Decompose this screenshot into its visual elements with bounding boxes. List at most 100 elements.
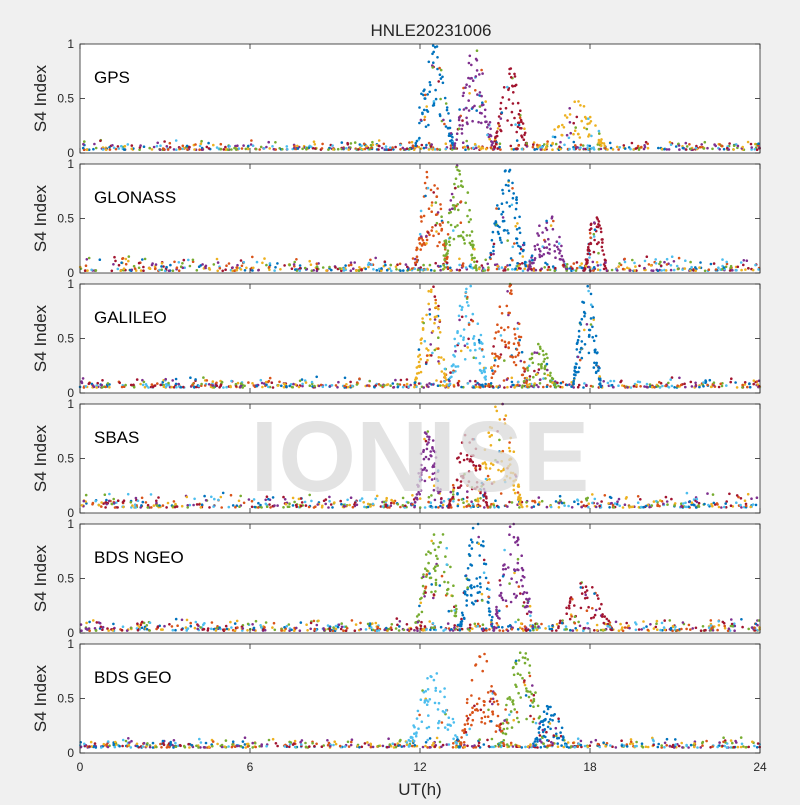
data-point bbox=[429, 343, 432, 346]
data-point bbox=[525, 382, 528, 385]
data-point bbox=[378, 145, 381, 148]
data-point bbox=[416, 372, 419, 375]
data-point bbox=[458, 170, 461, 173]
data-point bbox=[155, 263, 158, 266]
data-point bbox=[466, 123, 469, 126]
data-point bbox=[514, 217, 517, 220]
data-point bbox=[575, 363, 578, 366]
data-point bbox=[327, 624, 330, 627]
data-point bbox=[432, 191, 435, 194]
data-point bbox=[358, 266, 361, 269]
data-point bbox=[232, 504, 235, 507]
data-point bbox=[167, 382, 170, 385]
data-point bbox=[597, 264, 600, 267]
data-point bbox=[561, 619, 564, 622]
data-point bbox=[468, 553, 471, 556]
data-point bbox=[684, 502, 687, 505]
data-point bbox=[508, 312, 511, 315]
data-point bbox=[187, 627, 190, 630]
data-point bbox=[538, 248, 541, 251]
data-point bbox=[478, 145, 481, 148]
data-point bbox=[322, 627, 325, 630]
data-point bbox=[421, 244, 424, 247]
data-point bbox=[509, 292, 512, 295]
data-point bbox=[537, 625, 540, 628]
y-tick-label: 0.5 bbox=[57, 452, 74, 466]
data-point bbox=[195, 621, 198, 624]
data-point bbox=[471, 230, 474, 233]
data-point bbox=[523, 127, 526, 130]
data-point bbox=[486, 126, 489, 129]
data-point bbox=[557, 627, 560, 630]
data-point bbox=[425, 361, 428, 364]
data-point bbox=[543, 246, 546, 249]
data-point bbox=[442, 82, 445, 85]
data-point bbox=[203, 746, 206, 749]
data-point bbox=[749, 386, 752, 389]
data-point bbox=[537, 363, 540, 366]
data-point bbox=[629, 148, 632, 151]
data-point bbox=[504, 269, 507, 272]
data-point bbox=[596, 261, 599, 264]
data-point bbox=[328, 627, 331, 630]
data-point bbox=[708, 268, 711, 271]
data-point bbox=[603, 622, 606, 625]
data-point bbox=[180, 628, 183, 631]
data-point bbox=[752, 269, 755, 272]
data-point bbox=[593, 148, 596, 151]
data-point bbox=[622, 506, 625, 509]
data-point bbox=[538, 254, 541, 257]
data-point bbox=[162, 740, 165, 743]
data-point bbox=[638, 265, 641, 268]
data-point bbox=[591, 502, 594, 505]
data-point bbox=[601, 615, 604, 618]
data-point bbox=[578, 266, 581, 269]
data-point bbox=[521, 746, 524, 749]
data-point bbox=[437, 308, 440, 311]
data-point bbox=[511, 377, 514, 380]
data-point bbox=[659, 499, 662, 502]
data-point bbox=[559, 258, 562, 261]
data-point bbox=[463, 328, 466, 331]
data-point bbox=[447, 588, 450, 591]
data-point bbox=[487, 269, 490, 272]
data-point bbox=[321, 745, 324, 748]
data-point bbox=[439, 73, 442, 76]
data-point bbox=[478, 73, 481, 76]
data-point bbox=[228, 506, 231, 509]
data-point bbox=[145, 501, 148, 504]
data-point bbox=[477, 322, 480, 325]
data-point bbox=[85, 622, 88, 625]
data-point bbox=[616, 500, 619, 503]
data-point bbox=[201, 503, 204, 506]
data-point bbox=[523, 380, 526, 383]
data-point bbox=[448, 134, 451, 137]
data-point bbox=[437, 336, 440, 339]
data-point bbox=[383, 384, 386, 387]
data-point bbox=[156, 145, 159, 148]
data-point bbox=[655, 500, 658, 503]
data-point bbox=[424, 625, 427, 628]
data-point bbox=[165, 383, 168, 386]
data-point bbox=[463, 617, 466, 620]
data-point bbox=[439, 331, 442, 334]
data-point bbox=[459, 305, 462, 308]
data-point bbox=[182, 267, 185, 270]
data-point bbox=[267, 141, 270, 144]
data-point bbox=[533, 370, 536, 373]
data-point bbox=[129, 269, 132, 272]
data-point bbox=[471, 745, 474, 748]
data-point bbox=[547, 269, 550, 272]
data-point bbox=[482, 623, 485, 626]
data-point bbox=[578, 366, 581, 369]
data-point bbox=[327, 148, 330, 151]
data-point bbox=[170, 386, 173, 389]
data-point bbox=[502, 216, 505, 219]
data-point bbox=[420, 235, 423, 238]
data-point bbox=[271, 626, 274, 629]
data-point bbox=[275, 742, 278, 745]
data-point bbox=[104, 506, 107, 509]
data-point bbox=[588, 352, 591, 355]
data-point bbox=[419, 248, 422, 251]
data-point bbox=[472, 313, 475, 316]
